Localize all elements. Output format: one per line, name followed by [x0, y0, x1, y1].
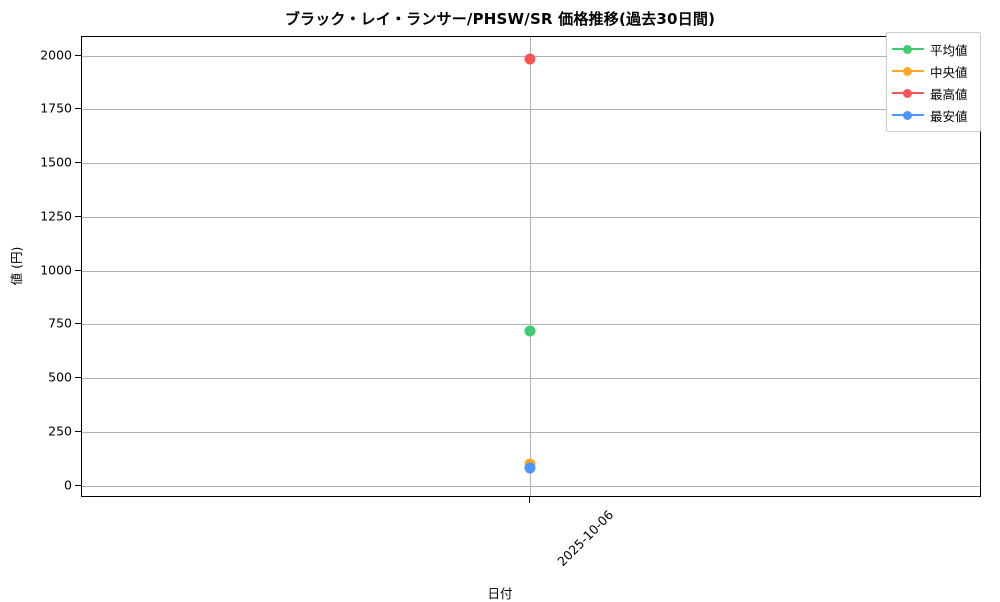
- y-tick-label: 1250: [40, 208, 72, 224]
- y-tick-mark: [75, 162, 81, 164]
- data-point-marker: [524, 325, 536, 337]
- legend-item-3[interactable]: 最高値: [892, 82, 974, 104]
- data-point-marker: [524, 462, 536, 474]
- y-tick-mark: [75, 377, 81, 379]
- legend-marker-icon: [892, 108, 924, 122]
- plot-area: [81, 36, 981, 497]
- y-tick-mark: [75, 323, 81, 325]
- y-tick-mark: [75, 54, 81, 56]
- y-axis-label: 値 (円): [8, 246, 24, 286]
- legend-label: 最安値: [930, 108, 968, 124]
- y-tick-mark: [75, 108, 81, 110]
- legend-label: 平均値: [930, 42, 968, 58]
- legend-dot-icon: [903, 67, 912, 76]
- legend-marker-icon: [892, 64, 924, 78]
- y-tick-label: 2000: [40, 47, 72, 62]
- y-tick-label: 1000: [40, 262, 72, 278]
- chart-legend: 平均値中央値最高値最安値: [886, 32, 981, 132]
- y-tick-label: 1500: [40, 154, 72, 170]
- y-tick-label: 250: [48, 423, 72, 439]
- y-tick-label: 500: [48, 369, 72, 385]
- legend-dot-icon: [903, 111, 912, 120]
- y-axis-ticks: 0 250 500 750 1000 1250 1500 1750 2000: [0, 0, 81, 600]
- y-tick-mark: [75, 430, 81, 432]
- x-axis-label: 日付: [487, 586, 513, 601]
- y-tick-label: 0: [64, 477, 72, 493]
- legend-item-1[interactable]: 平均値: [892, 38, 974, 60]
- chart-title: ブラック・レイ・ランサー/PHSW/SR 価格推移(過去30日間): [284, 10, 716, 28]
- legend-marker-icon: [892, 42, 924, 56]
- y-tick-label: 750: [48, 315, 72, 331]
- data-point-marker: [524, 53, 536, 65]
- y-tick-label: 1750: [40, 100, 72, 116]
- legend-label: 中央値: [930, 64, 968, 80]
- legend-dot-icon: [903, 89, 912, 98]
- x-axis-tick-label: 2025-10-06: [554, 507, 617, 569]
- legend-item-2[interactable]: 中央値: [892, 60, 974, 82]
- legend-item-4[interactable]: 最安値: [892, 104, 974, 126]
- y-tick-mark: [75, 215, 81, 217]
- y-tick-mark: [75, 269, 81, 271]
- x-axis-tick-mark: [529, 497, 531, 503]
- gridline-vertical: [530, 37, 532, 496]
- legend-marker-icon: [892, 86, 924, 100]
- y-tick-mark: [75, 484, 81, 486]
- legend-label: 最高値: [930, 86, 968, 102]
- legend-dot-icon: [903, 45, 912, 54]
